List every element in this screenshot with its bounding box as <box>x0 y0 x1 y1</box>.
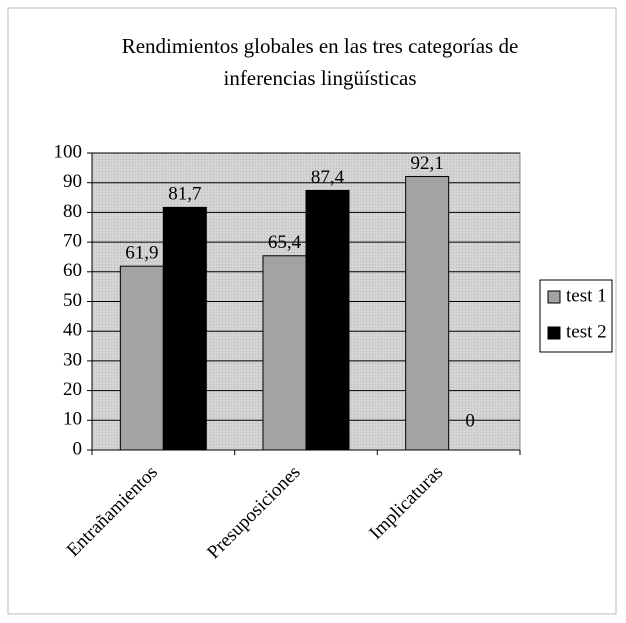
legend-swatch <box>547 290 561 304</box>
bar <box>162 206 207 451</box>
bar <box>305 189 350 451</box>
y-tick-label: 20 <box>63 379 82 400</box>
chart-title: inferencias lingüísticas <box>223 66 416 90</box>
legend-label: test 2 <box>566 321 607 342</box>
legend-label: test 1 <box>566 285 607 306</box>
data-label: 0 <box>465 410 475 431</box>
y-tick-label: 0 <box>73 438 83 459</box>
y-tick-label: 70 <box>63 230 82 251</box>
data-label: 87,4 <box>311 167 345 188</box>
data-label: 92,1 <box>411 153 444 174</box>
y-tick-label: 90 <box>63 171 82 192</box>
legend-swatch <box>547 326 561 340</box>
data-label: 61,9 <box>125 243 158 264</box>
y-tick-label: 10 <box>63 409 82 430</box>
y-tick-label: 100 <box>54 141 83 162</box>
y-tick-label: 80 <box>63 201 82 222</box>
bar <box>405 175 450 451</box>
y-tick-label: 50 <box>63 290 82 311</box>
y-tick-label: 40 <box>63 320 82 341</box>
y-tick-label: 60 <box>63 260 82 281</box>
bar <box>262 255 307 451</box>
y-tick-label: 30 <box>63 349 82 370</box>
bar <box>119 265 164 451</box>
chart-title: Rendimientos globales en las tres catego… <box>122 34 519 58</box>
data-label: 81,7 <box>168 184 201 205</box>
data-label: 65,4 <box>268 232 302 253</box>
